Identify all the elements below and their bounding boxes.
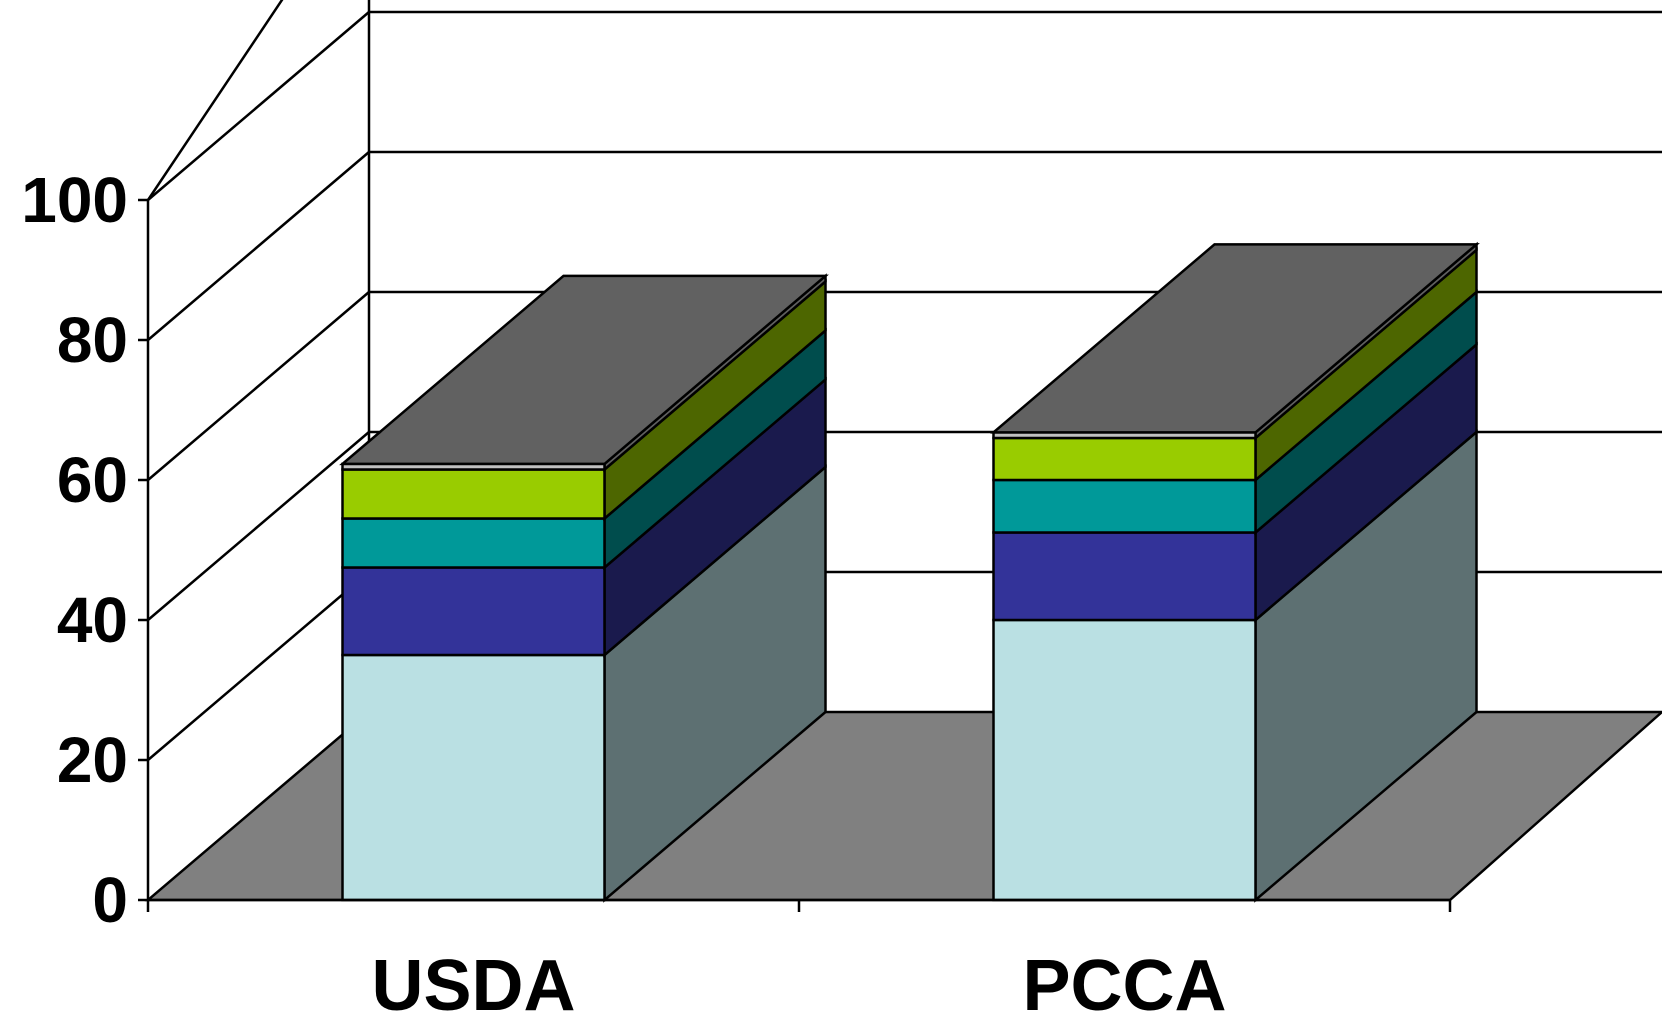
bar-segment-pcca-series-2 — [992, 531, 1257, 622]
y-axis-tick-labels: 0 20 40 60 80 100 — [21, 164, 128, 936]
bar-segment-pcca-series-3 — [992, 478, 1257, 534]
bar-segment-pcca-series-4 — [992, 436, 1257, 482]
bar-segment-usda-series-4 — [341, 468, 606, 520]
axes — [138, 198, 1452, 912]
bars — [339, 241, 1480, 903]
y-tick-label-80: 80 — [57, 304, 128, 376]
bar-segment-usda-series-3 — [341, 517, 606, 569]
x-axis-label-pcca: PCCA — [1022, 946, 1226, 1018]
gridline-side-80 — [147, 151, 370, 341]
bar-segment-pcca-series-1 — [992, 618, 1257, 902]
gridline-side-20 — [147, 571, 370, 761]
y-tick-label-20: 20 — [57, 724, 128, 796]
y-tick-label-0: 0 — [92, 864, 128, 936]
gridline-side-60 — [147, 291, 370, 481]
x-axis-category-labels: USDA PCCA — [371, 946, 1226, 1018]
x-axis-label-usda: USDA — [371, 946, 575, 1018]
gridline-side-100 — [147, 11, 370, 201]
y-tick-label-40: 40 — [57, 584, 128, 656]
bar-segment-usda-series-1 — [341, 653, 606, 902]
bar-segment-usda-series-2 — [341, 566, 606, 657]
gridline-side-40 — [147, 431, 370, 621]
bar-top-pcca — [990, 243, 1480, 434]
side-wall-top-edge — [146, 0, 284, 201]
y-tick-label-100: 100 — [21, 164, 128, 236]
bar-top-usda — [339, 274, 829, 466]
y-tick-label-60: 60 — [57, 444, 128, 516]
